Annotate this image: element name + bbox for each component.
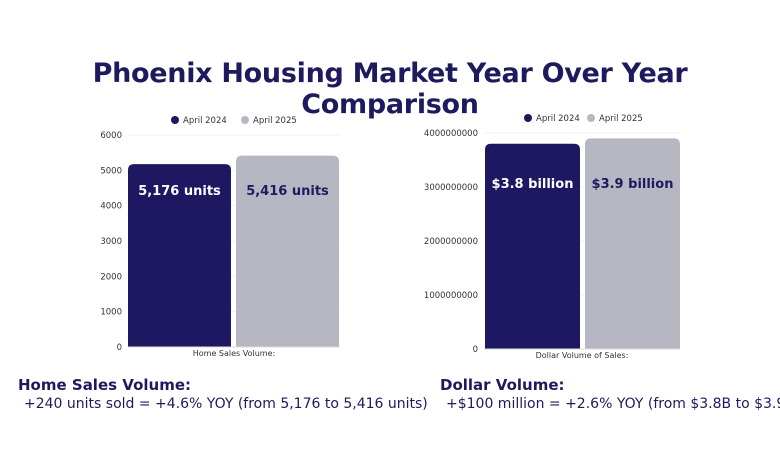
- summary-heading: Dollar Volume:: [440, 376, 565, 394]
- bar-april-2025: [585, 138, 680, 349]
- y-tick-label: 6000: [100, 131, 122, 141]
- y-tick-label: 1000000000: [424, 291, 478, 301]
- y-tick-label: 3000: [100, 237, 122, 247]
- summary-heading: Home Sales Volume:: [18, 376, 191, 394]
- data-label: $3.9 billion: [592, 177, 674, 192]
- y-tick-label: 3000000000: [424, 183, 478, 193]
- legend-label: April 2024: [536, 114, 580, 124]
- y-tick-label: 4000000000: [424, 129, 478, 139]
- y-tick-label: 5000: [100, 166, 122, 176]
- legend-label: April 2025: [599, 114, 643, 124]
- page-title: Phoenix Housing Market Year Over Year Co…: [92, 58, 688, 120]
- legend-label: April 2025: [253, 116, 297, 126]
- y-tick-label: 0: [117, 343, 122, 353]
- legend-swatch: [587, 114, 595, 122]
- x-axis-label: Home Sales Volume:: [193, 349, 275, 358]
- legend-swatch: [171, 116, 179, 124]
- y-tick-label: 0: [473, 345, 478, 355]
- summary-body: +$100 million = +2.6% YOY (from $3.8B to…: [446, 396, 780, 412]
- data-label: 5,176 units: [138, 184, 221, 199]
- data-label: $3.8 billion: [492, 177, 574, 192]
- legend-label: April 2024: [183, 116, 227, 126]
- y-tick-label: 2000000000: [424, 237, 478, 247]
- y-tick-label: 2000: [100, 272, 122, 282]
- summary-body: +240 units sold = +4.6% YOY (from 5,176 …: [24, 396, 428, 412]
- bar-april-2024: [128, 164, 231, 347]
- summary-dollar-volume: Dollar Volume: +$100 million = +2.6% YOY…: [440, 376, 780, 412]
- data-label: 5,416 units: [246, 184, 329, 199]
- y-tick-label: 4000: [100, 202, 122, 212]
- summary-home-sales: Home Sales Volume: +240 units sold = +4.…: [18, 376, 428, 412]
- legend-swatch: [241, 116, 249, 124]
- x-axis-label: Dollar Volume of Sales:: [536, 351, 629, 360]
- bar-april-2025: [236, 155, 339, 347]
- y-tick-label: 1000: [100, 308, 122, 318]
- legend-swatch: [524, 114, 532, 122]
- bar-april-2024: [485, 143, 580, 349]
